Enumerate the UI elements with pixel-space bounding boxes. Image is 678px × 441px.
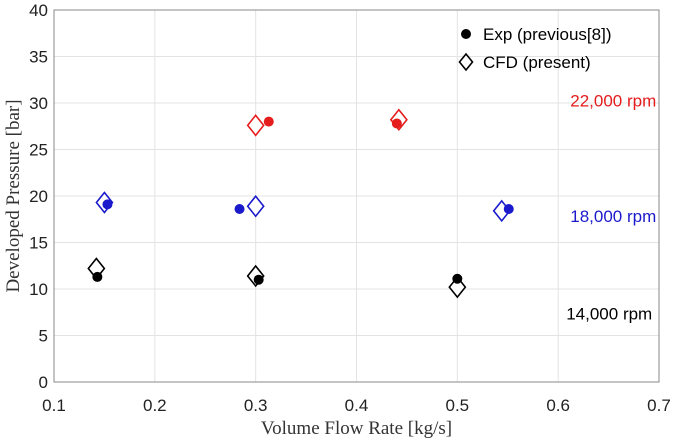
speed-annotations: 22,000 rpm 18,000 rpm 14,000 rpm [566,92,656,324]
legend-cfd-marker [458,52,474,72]
x-tick-label: 0.1 [42,396,66,415]
x-tick-label: 0.7 [647,396,671,415]
y-tick-label: 10 [29,280,48,299]
legend: Exp (previous[8]) CFD (present) [458,25,612,72]
y-tick-labels: 0 5 10 15 20 25 30 35 40 [29,1,48,392]
x-axis-title: Volume Flow Rate [kg/s] [261,418,452,439]
speed-label: 22,000 rpm [570,92,656,111]
exp-circle-marker [102,199,113,210]
exp-circle-marker [452,273,463,284]
y-tick-label: 15 [29,234,48,253]
y-tick-label: 35 [29,48,48,67]
x-tick-label: 0.5 [446,396,470,415]
exp-circle-marker [263,116,274,127]
y-tick-label: 20 [29,187,48,206]
y-tick-label: 30 [29,94,48,113]
legend-exp-marker [461,29,471,39]
x-tick-label: 0.2 [143,396,167,415]
speed-label: 14,000 rpm [566,305,652,324]
y-tick-label: 40 [29,1,48,20]
cfd-diamond-marker [448,275,467,299]
x-tick-labels: 0.1 0.2 0.3 0.4 0.5 0.6 0.7 [42,396,671,415]
exp-circle-marker [391,118,402,129]
exp-circle-marker [92,271,103,282]
legend-cfd-label: CFD (present) [483,53,591,72]
y-tick-label: 5 [39,327,48,346]
cfd-diamond-marker [246,114,265,137]
cfd-diamond-marker [246,194,265,218]
y-tick-label: 0 [39,373,48,392]
data-points [87,108,514,299]
exp-circle-marker [503,204,514,215]
x-tick-label: 0.4 [345,396,369,415]
exp-circle-marker [253,274,264,285]
y-axis-title: Developed Pressure [bar] [3,99,24,292]
y-tick-label: 25 [29,141,48,160]
legend-exp-label: Exp (previous[8]) [483,25,612,44]
grid-lines [53,9,660,383]
plot-frame [53,9,660,383]
exp-circle-marker [234,204,245,215]
x-tick-label: 0.6 [546,396,570,415]
speed-label: 18,000 rpm [570,207,656,226]
x-tick-label: 0.3 [244,396,268,415]
